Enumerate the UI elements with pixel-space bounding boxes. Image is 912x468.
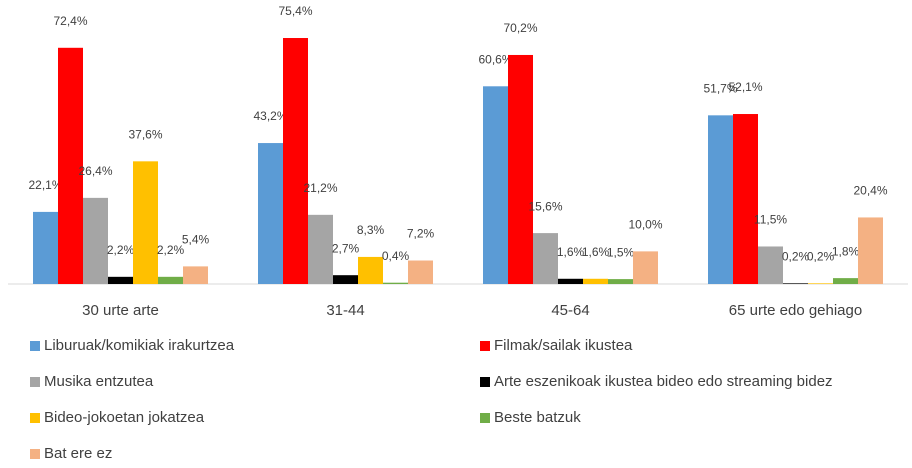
bar: [808, 283, 833, 284]
legend-label: Liburuak/komikiak irakurtzea: [44, 337, 235, 354]
bar: [333, 275, 358, 284]
legend-swatch: [30, 413, 40, 423]
value-label: 2,7%: [332, 241, 360, 255]
value-label: 72,4%: [53, 14, 87, 28]
bar: [158, 276, 183, 284]
value-label: 11,5%: [754, 213, 787, 227]
value-label: 15,6%: [528, 199, 562, 213]
value-label: 1,8%: [832, 244, 860, 258]
x-tick-label: 45-64: [551, 302, 589, 319]
value-label: 0,2%: [807, 250, 835, 264]
value-label: 0,4%: [382, 249, 410, 263]
value-label: 1,5%: [607, 245, 635, 259]
x-tick-label: 31-44: [326, 302, 364, 319]
value-label: 22,1%: [28, 178, 62, 192]
bar: [758, 246, 783, 284]
value-label: 2,2%: [107, 243, 135, 257]
x-tick-label: 65 urte edo gehiago: [729, 302, 862, 319]
bar: [183, 266, 208, 284]
bar: [508, 54, 533, 284]
bar: [58, 47, 83, 284]
legend-swatch: [30, 377, 40, 387]
legend-swatch: [30, 341, 40, 351]
legend-label: Beste batzuk: [494, 409, 581, 426]
legend-label: Bideo-jokoetan jokatzea: [44, 409, 205, 426]
bar: [583, 278, 608, 284]
legend-swatch: [480, 377, 490, 387]
bar: [533, 233, 558, 284]
bar: [283, 38, 308, 284]
value-label: 10,0%: [628, 218, 662, 232]
x-tick-label: 30 urte arte: [82, 302, 159, 319]
bar: [858, 217, 883, 284]
value-label: 51,7%: [703, 82, 737, 96]
value-label: 1,6%: [557, 245, 585, 259]
value-label: 52,1%: [728, 80, 762, 94]
legend-label: Filmak/sailak ikustea: [494, 337, 633, 354]
value-label: 60,6%: [478, 52, 512, 66]
value-label: 21,2%: [303, 181, 337, 195]
legend-label: Bat ere ez: [44, 445, 112, 462]
bar: [33, 211, 58, 284]
bar: [483, 86, 508, 284]
bar: [258, 143, 283, 284]
legend-swatch: [480, 341, 490, 351]
value-label: 0,2%: [782, 250, 810, 264]
legend-label: Arte eszenikoak ikustea bideo edo stream…: [494, 373, 833, 390]
value-label: 5,4%: [182, 233, 210, 247]
legend-swatch: [30, 449, 40, 459]
value-label: 75,4%: [278, 4, 312, 18]
value-label: 43,2%: [253, 109, 287, 123]
bar: [358, 256, 383, 284]
value-label: 8,3%: [357, 223, 385, 237]
value-label: 70,2%: [503, 21, 537, 35]
bar: [408, 260, 433, 284]
value-label: 26,4%: [78, 164, 112, 178]
bar: [783, 283, 808, 284]
bar: [833, 278, 858, 284]
bar: [108, 276, 133, 284]
value-label: 20,4%: [853, 184, 887, 198]
value-label: 1,6%: [582, 245, 610, 259]
bar: [633, 251, 658, 284]
bar: [608, 279, 633, 284]
legend-swatch: [480, 413, 490, 423]
bar: [733, 114, 758, 285]
bar: [133, 161, 158, 284]
legend-label: Musika entzutea: [44, 373, 154, 390]
bar: [708, 115, 733, 284]
value-label: 7,2%: [407, 227, 435, 241]
bar: [383, 282, 408, 284]
bar: [558, 278, 583, 284]
bar: [83, 197, 108, 284]
value-label: 2,2%: [157, 243, 185, 257]
value-label: 37,6%: [128, 128, 162, 142]
bar: [308, 214, 333, 284]
